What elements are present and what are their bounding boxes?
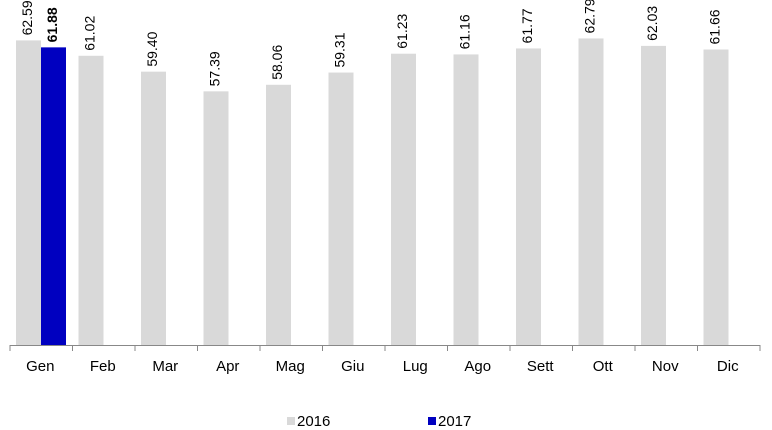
value-label: 61.66	[707, 9, 723, 44]
value-label: 61.23	[394, 13, 410, 48]
value-label: 62.59	[19, 0, 35, 35]
x-tick-label: Dic	[717, 358, 739, 375]
bar	[16, 40, 41, 346]
value-label: 59.40	[144, 31, 160, 66]
bar	[641, 45, 666, 345]
value-label: 62.03	[644, 6, 660, 41]
x-tick-label: Mar	[152, 358, 178, 375]
bar	[516, 48, 541, 345]
x-tick-label: Lug	[403, 358, 428, 375]
value-label: 62.79	[582, 0, 598, 33]
bar	[141, 71, 166, 346]
x-tick-label: Ott	[593, 358, 614, 375]
bar	[391, 53, 416, 345]
value-label: 61.77	[519, 8, 535, 43]
bar	[578, 38, 604, 345]
x-tick-label: Giu	[341, 358, 364, 375]
value-label: 61.88	[44, 7, 60, 42]
bar	[703, 49, 729, 346]
x-tick-label: Gen	[26, 358, 54, 375]
bar	[266, 84, 291, 345]
bar	[203, 91, 229, 345]
bar	[78, 55, 104, 346]
legend-label: 2017	[438, 413, 471, 430]
bar	[41, 47, 66, 345]
x-tick-label: Nov	[652, 358, 679, 375]
legend-swatch	[428, 417, 436, 425]
value-label: 61.02	[82, 16, 98, 51]
legend-swatch	[287, 417, 295, 425]
value-label: 57.39	[207, 51, 223, 86]
x-tick-label: Feb	[90, 358, 116, 375]
x-tick-label: Apr	[216, 358, 239, 375]
x-tick-label: Sett	[527, 358, 555, 375]
legend-label: 2016	[297, 413, 330, 430]
x-tick-label: Mag	[276, 358, 305, 375]
value-label: 61.16	[457, 14, 473, 49]
value-label: 59.31	[332, 32, 348, 67]
x-tick-label: Ago	[464, 358, 491, 375]
bar	[453, 54, 479, 346]
value-label: 58.06	[269, 45, 285, 80]
bar	[328, 72, 354, 346]
